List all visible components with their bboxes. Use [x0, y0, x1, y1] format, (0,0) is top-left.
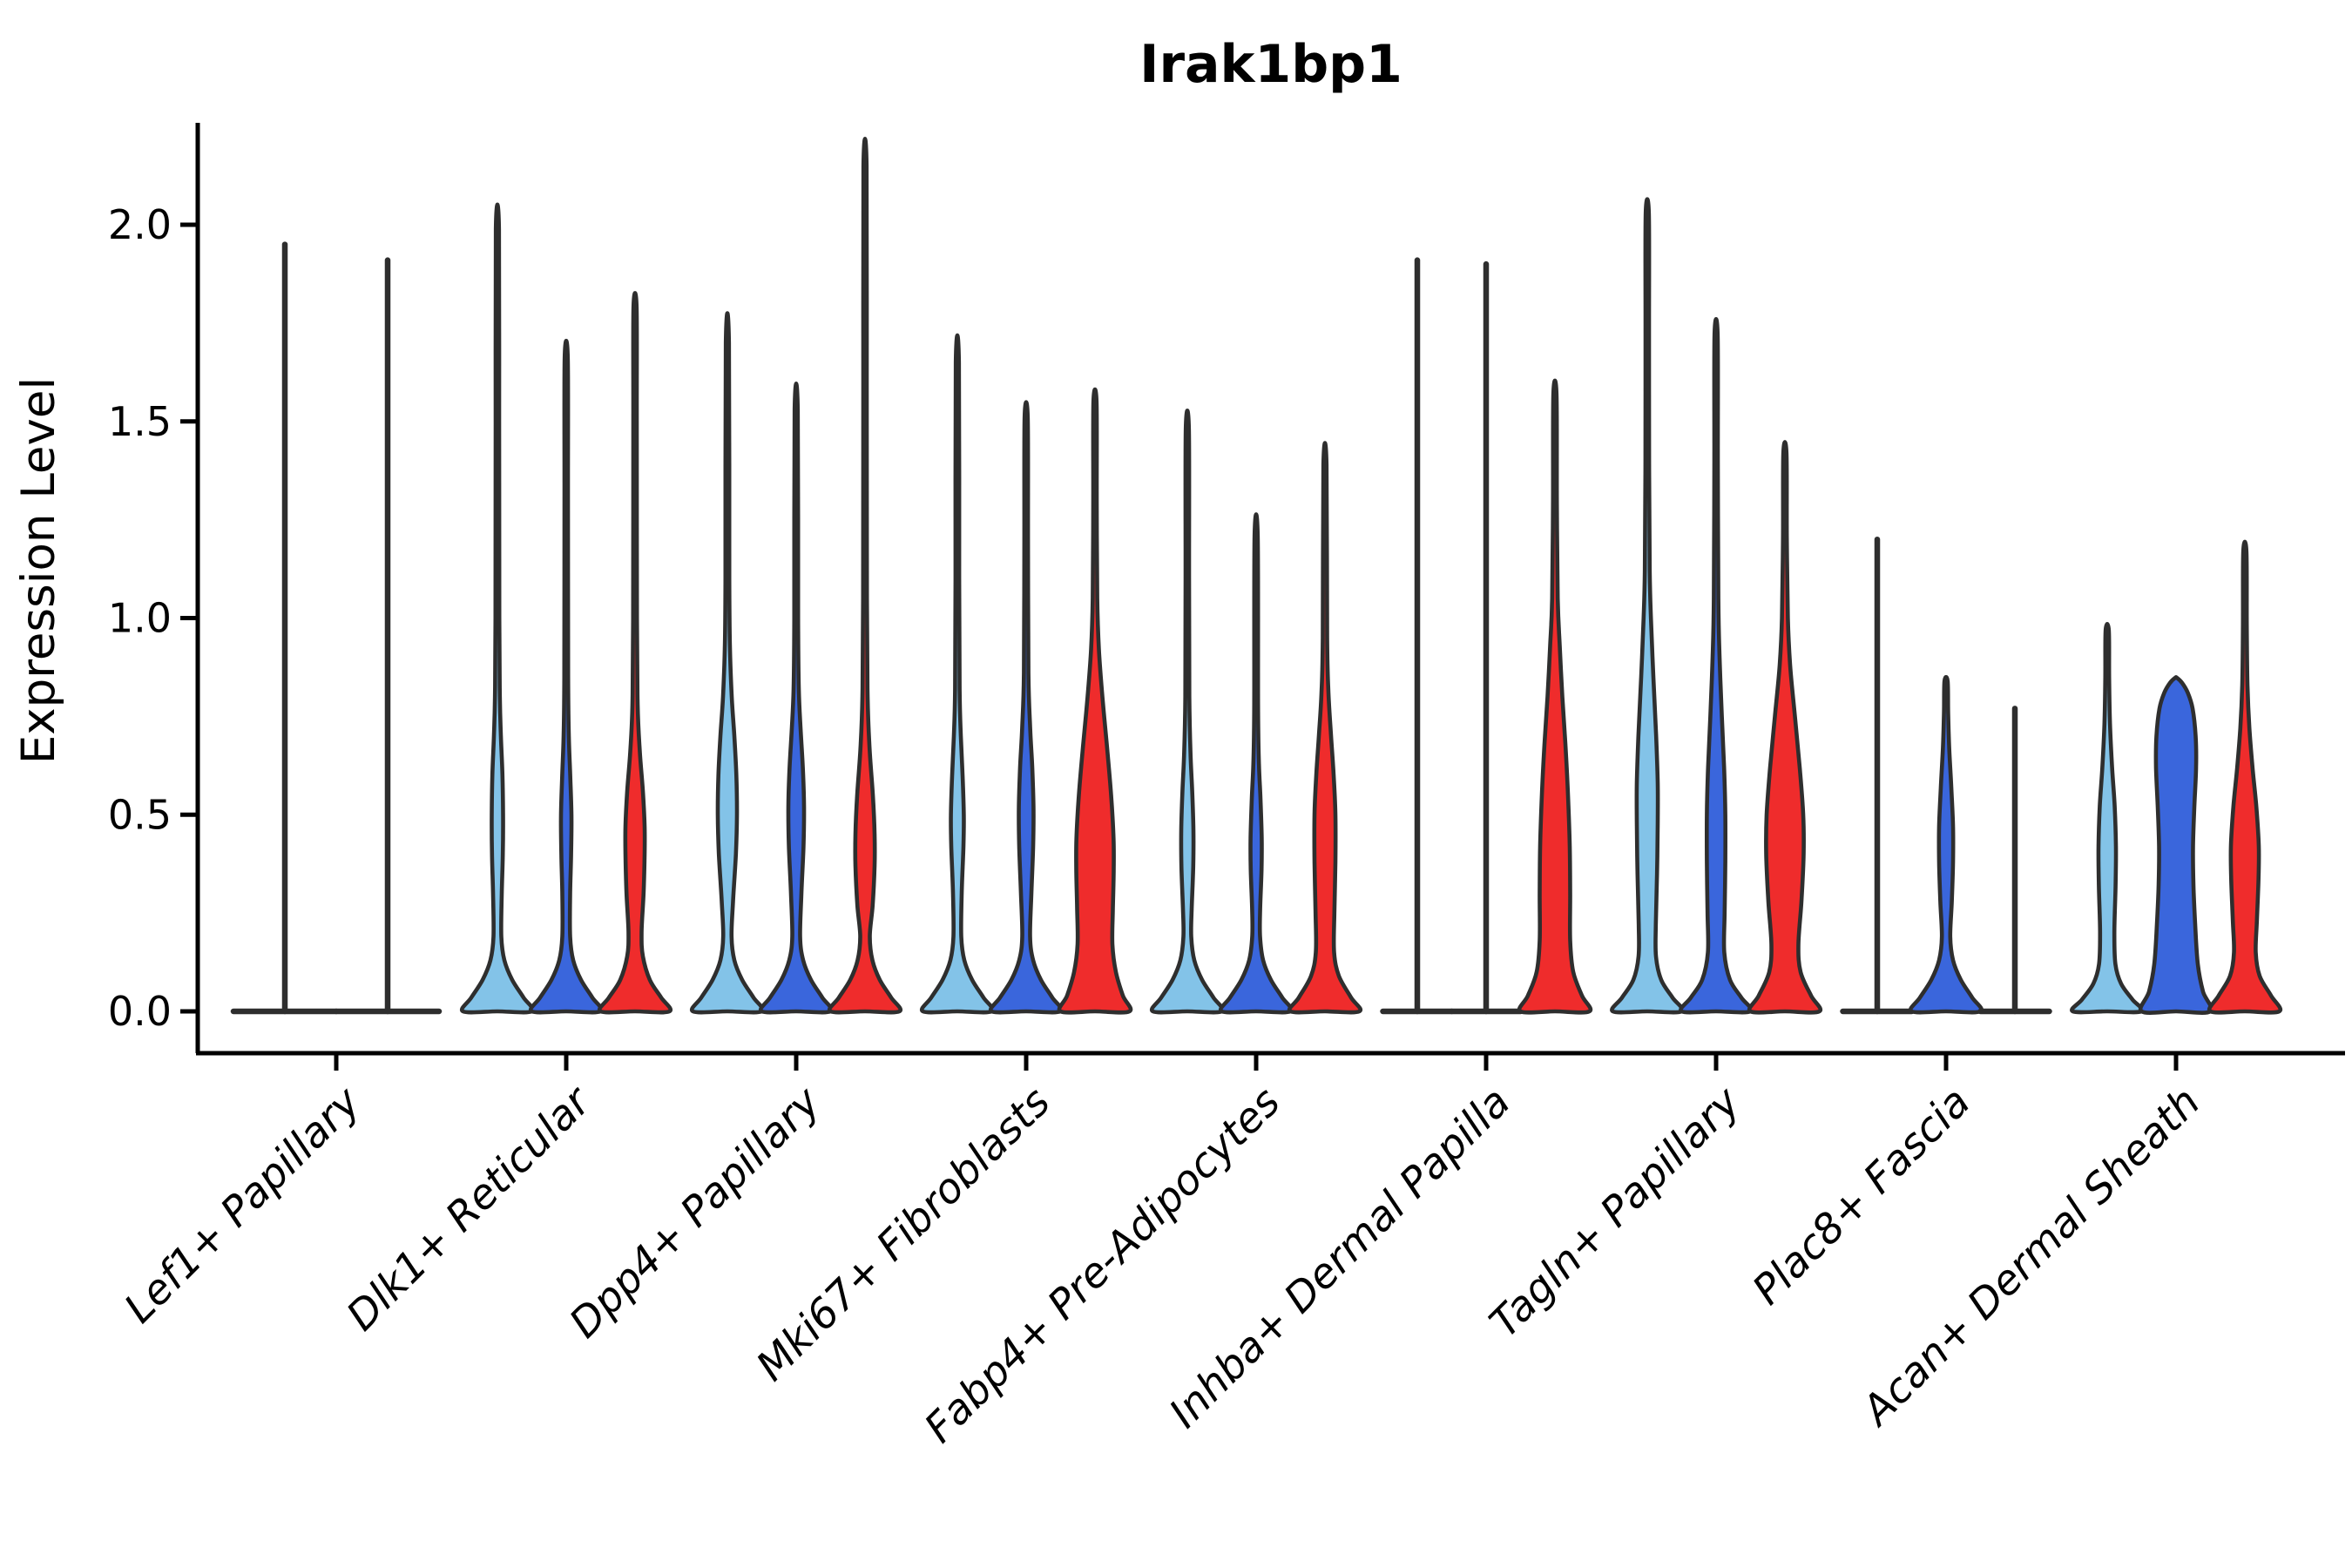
violin — [1747, 440, 1822, 1015]
plot-title: Irak1bp1 — [1139, 34, 1402, 95]
violin-group — [230, 241, 443, 1015]
violin-group — [1380, 257, 1593, 1015]
violin — [529, 338, 604, 1015]
violin — [1610, 197, 1685, 1015]
axes: 0.0 0.5 1.0 1.5 2.0 — [108, 123, 2345, 1071]
violin-group — [920, 333, 1133, 1015]
y-tick-label: 0.5 — [108, 791, 172, 838]
violin-group — [460, 202, 672, 1015]
violin-series — [230, 136, 2282, 1015]
violin — [690, 311, 765, 1015]
y-axis-label: Expression Level — [12, 377, 65, 764]
violin — [759, 381, 834, 1015]
y-tick-label: 0.0 — [108, 988, 172, 1035]
y-tick-label: 2.0 — [108, 201, 172, 248]
violin-group — [1150, 409, 1362, 1015]
violin-group — [690, 136, 902, 1015]
y-tick-label: 1.0 — [108, 595, 172, 642]
violin — [598, 291, 672, 1015]
violin — [2070, 621, 2145, 1015]
violin — [1679, 317, 1754, 1015]
violin-group — [1610, 197, 1822, 1015]
violin-group — [1840, 536, 2052, 1015]
violin — [1288, 441, 1362, 1015]
violin-group — [2070, 539, 2282, 1015]
violin — [920, 333, 995, 1015]
violin — [1057, 387, 1133, 1015]
violin — [1150, 409, 1225, 1015]
violin — [989, 400, 1064, 1015]
violin — [2207, 539, 2282, 1015]
y-tick-label: 1.5 — [108, 398, 172, 445]
violin — [828, 136, 902, 1015]
violin — [1909, 674, 1984, 1015]
violin — [1219, 512, 1294, 1015]
violin — [1517, 378, 1593, 1015]
violin — [2138, 675, 2214, 1015]
violin — [460, 202, 535, 1015]
